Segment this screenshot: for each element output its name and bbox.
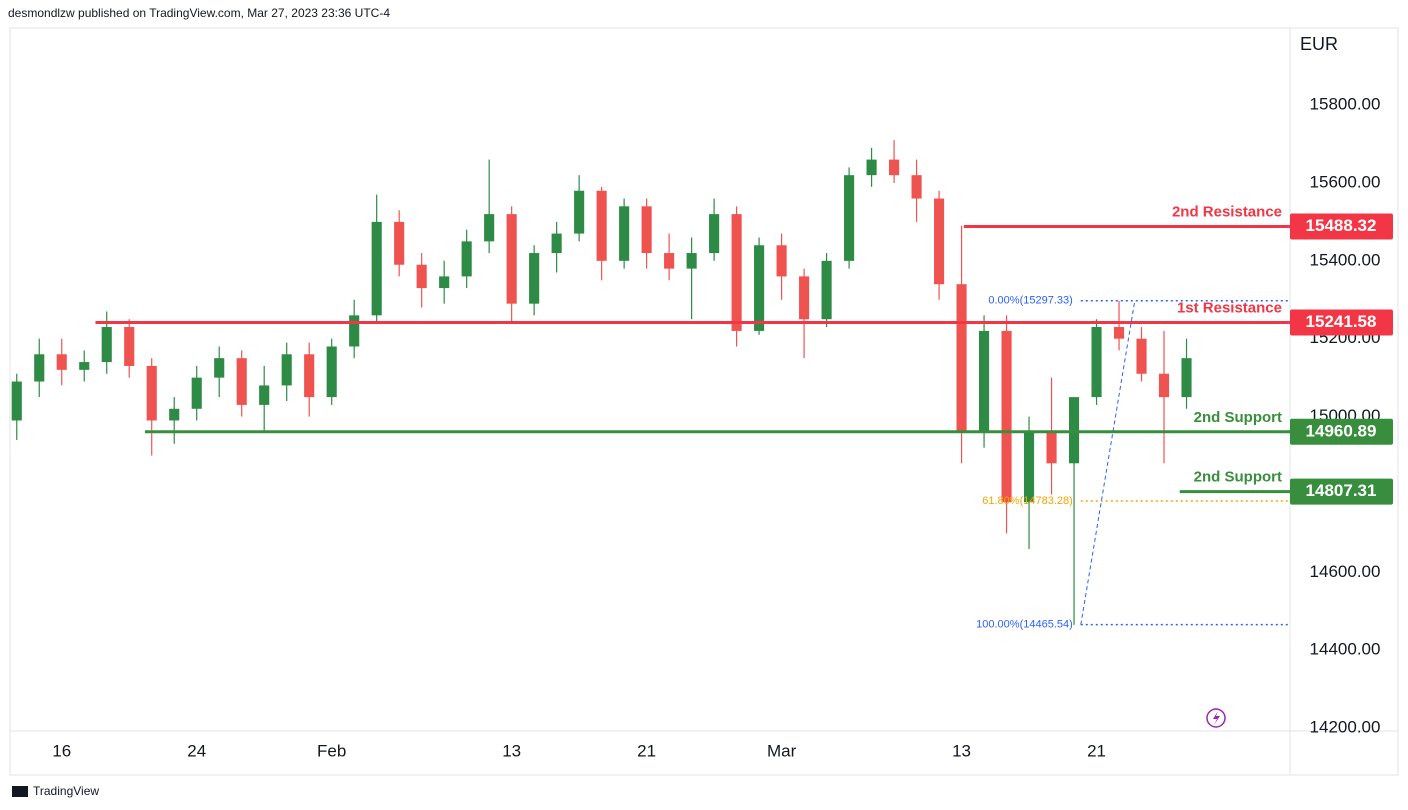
fib-label: 61.80%(14783.28)	[982, 495, 1073, 507]
level-value: 14807.31	[1306, 481, 1377, 500]
candle-body	[439, 276, 450, 289]
level-value: 15241.58	[1306, 312, 1377, 331]
level-value: 14960.89	[1306, 421, 1377, 440]
candle-body	[349, 315, 360, 347]
x-tick-label: Feb	[317, 741, 346, 760]
y-unit: EUR	[1300, 34, 1338, 54]
level-name: 2nd Support	[1194, 409, 1282, 426]
candle-body	[641, 206, 652, 254]
candle-body	[686, 253, 697, 269]
y-tick-label: 15400.00	[1310, 250, 1381, 269]
alert-icon[interactable]	[1206, 708, 1226, 728]
logo	[12, 786, 28, 797]
candle-body	[1068, 397, 1080, 464]
candle-body	[821, 260, 832, 320]
level-name: 2nd Support	[1194, 469, 1282, 486]
candle-body	[551, 233, 562, 254]
candle-body	[1136, 338, 1147, 374]
candle-body	[304, 354, 315, 398]
frame	[9, 27, 1399, 776]
candle-body	[889, 159, 900, 176]
candle-body	[866, 159, 877, 176]
candle-body	[1091, 327, 1102, 398]
candle-body	[799, 276, 810, 320]
candle-body	[56, 354, 67, 370]
candle-body	[574, 190, 585, 234]
y-tick-label: 14200.00	[1310, 718, 1381, 737]
level-name: 1st Resistance	[1177, 299, 1282, 316]
candle-body	[461, 241, 472, 277]
level-box	[1290, 213, 1393, 240]
x-tick-label: 24	[187, 741, 206, 760]
x-tick-label: Mar	[767, 741, 797, 760]
fib-label: 100.00%(14465.54)	[976, 619, 1073, 631]
candle-body	[191, 377, 202, 409]
candle-body	[1023, 432, 1035, 503]
candle-body	[1001, 330, 1012, 503]
candle-body	[416, 264, 427, 289]
candle-body	[169, 408, 180, 421]
candle-body	[394, 221, 405, 265]
level-box	[1290, 309, 1393, 336]
candle-body	[1113, 327, 1125, 339]
candle-body	[11, 381, 22, 421]
candle-body	[709, 214, 720, 254]
y-tick-label: 14400.00	[1310, 640, 1381, 659]
candle-body	[79, 362, 90, 370]
candle-body	[146, 365, 157, 421]
level-name: 2nd Resistance	[1172, 203, 1282, 220]
candle-body	[754, 245, 765, 331]
candle-body	[978, 330, 990, 433]
candle-body	[776, 245, 787, 277]
footer: TradingView	[33, 784, 99, 798]
level-box	[1290, 478, 1393, 505]
candle-body	[484, 214, 495, 242]
x-tick-label: 13	[502, 741, 521, 760]
candle-body	[1046, 432, 1057, 464]
candle-body	[1181, 358, 1192, 398]
y-tick-label: 14600.00	[1310, 562, 1381, 581]
x-tick-label: 21	[1087, 741, 1106, 760]
y-tick-label: 15600.00	[1310, 172, 1381, 191]
y-tick-label: 15800.00	[1310, 95, 1381, 114]
candle-body	[934, 198, 945, 285]
alert-icon[interactable]	[1213, 711, 1220, 725]
fib-trend	[1080, 300, 1136, 625]
header: desmondlzw published on TradingView.com,…	[8, 6, 390, 20]
candle-body	[956, 284, 967, 433]
candle-body	[326, 346, 337, 398]
x-tick-label: 16	[52, 741, 71, 760]
candle-body	[371, 221, 382, 316]
candle-body	[101, 327, 112, 363]
candle-body	[596, 190, 607, 261]
candle-body	[259, 385, 270, 405]
candle-body	[236, 358, 247, 405]
candle-body	[281, 354, 292, 386]
candle-body	[664, 253, 675, 269]
x-tick-label: 13	[952, 741, 971, 760]
level-value: 15488.32	[1306, 216, 1377, 235]
candle-body	[844, 175, 855, 261]
candle-body	[34, 354, 45, 382]
candle-body	[506, 214, 517, 304]
x-tick-label: 21	[637, 741, 656, 760]
candle-body	[731, 214, 742, 331]
level-box	[1290, 418, 1393, 445]
candle-body	[619, 206, 630, 261]
candle-body	[124, 327, 135, 366]
candle-body	[529, 253, 540, 304]
candle-body	[214, 358, 225, 378]
fib-label: 0.00%(15297.33)	[988, 295, 1072, 307]
candle-body	[1158, 373, 1170, 398]
candle-body	[911, 175, 922, 199]
